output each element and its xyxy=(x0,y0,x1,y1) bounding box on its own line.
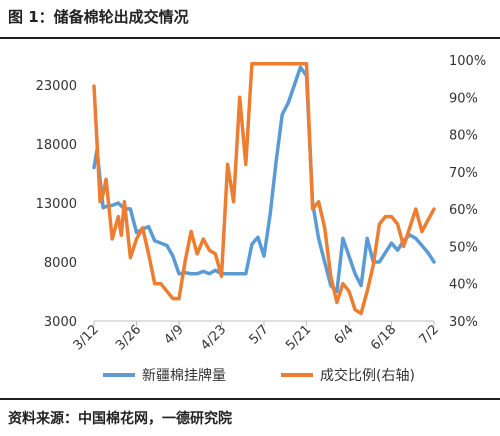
series-lines xyxy=(92,61,436,316)
series-line-listed xyxy=(92,65,436,294)
right-tick-label: 70% xyxy=(449,166,478,181)
top-rule xyxy=(0,37,500,39)
left-tick-label: 8000 xyxy=(44,256,77,271)
chart: 23000 18000 13000 8000 3000 100% 90% 80% 70% 60%… xyxy=(36,54,487,384)
right-tick-label: 60% xyxy=(449,203,478,218)
bottom-rule xyxy=(0,398,500,400)
series-line-ratio xyxy=(92,61,436,316)
x-tick-label: 7/2 xyxy=(416,322,441,347)
right-tick-label: 90% xyxy=(449,91,478,106)
left-tick-label: 18000 xyxy=(36,138,77,153)
left-tick-label: 23000 xyxy=(36,79,77,94)
right-tick-label: 80% xyxy=(449,129,478,144)
x-tick-label: 3/26 xyxy=(113,322,144,353)
left-axis-ticks: 23000 18000 13000 8000 3000 xyxy=(36,79,77,330)
legend-label-ratio: 成交比例(右轴) xyxy=(320,367,415,384)
right-tick-label: 50% xyxy=(449,240,478,255)
right-tick-label: 40% xyxy=(449,278,478,293)
x-tick-label: 4/23 xyxy=(198,322,229,353)
legend-label-listed: 新疆棉挂牌量 xyxy=(142,367,226,384)
left-tick-label: 3000 xyxy=(44,315,77,330)
left-tick-label: 13000 xyxy=(36,197,77,212)
x-tick-label: 6/4 xyxy=(331,322,356,347)
x-tick-label: 6/18 xyxy=(368,322,399,353)
x-tick-label: 4/9 xyxy=(161,322,186,347)
legend: 新疆棉挂牌量 成交比例(右轴) xyxy=(103,367,415,384)
x-tick-label: 5/21 xyxy=(283,322,314,353)
right-tick-label: 100% xyxy=(449,54,486,69)
right-axis-ticks: 100% 90% 80% 70% 60% 50% 40% 30% xyxy=(449,54,486,330)
x-tick-label: 5/7 xyxy=(246,322,271,347)
x-axis-ticks: 3/12 3/26 4/9 4/23 5/7 5/21 6/4 6/18 7/2 xyxy=(71,321,442,353)
source-note: 资料来源：中国棉花网，一德研究院 xyxy=(8,411,232,427)
figure-title: 图 1：储备棉轮出成交情况 xyxy=(8,8,189,26)
right-tick-label: 30% xyxy=(449,315,478,330)
